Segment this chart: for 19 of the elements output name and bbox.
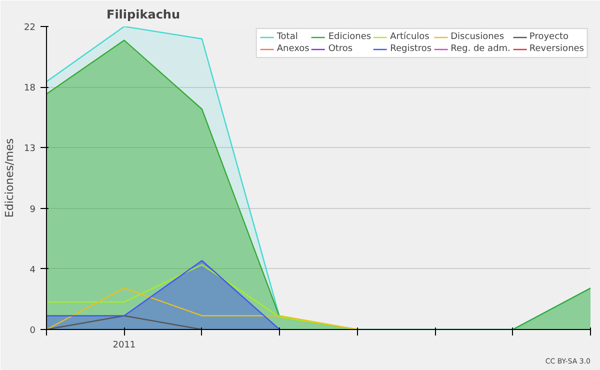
y-tick-label: 4 bbox=[30, 265, 36, 276]
legend-label: Total bbox=[276, 32, 298, 42]
chart-title: Filipikachu bbox=[106, 8, 180, 22]
legend-label: Reg. de adm. bbox=[450, 44, 510, 54]
y-tick-label: 9 bbox=[30, 204, 36, 215]
y-tick-label: 22 bbox=[24, 23, 36, 33]
legend-label: Ediciones bbox=[328, 32, 372, 42]
legend-label: Anexos bbox=[276, 44, 310, 54]
y-tick-label: 0 bbox=[30, 326, 36, 336]
legend-label: Proyecto bbox=[529, 32, 569, 42]
y-tick-label: 13 bbox=[24, 144, 36, 154]
y-tick-label: 18 bbox=[24, 84, 36, 94]
legend-label: Reversiones bbox=[529, 44, 584, 54]
legend-label: Artículos bbox=[390, 32, 430, 42]
x-tick-label: 2011 bbox=[112, 340, 136, 350]
legend-label: Discusiones bbox=[450, 32, 504, 42]
legend-label: Registros bbox=[390, 44, 432, 54]
y-axis-title: Ediciones/mes bbox=[3, 138, 16, 218]
legend-label: Otros bbox=[328, 44, 353, 54]
